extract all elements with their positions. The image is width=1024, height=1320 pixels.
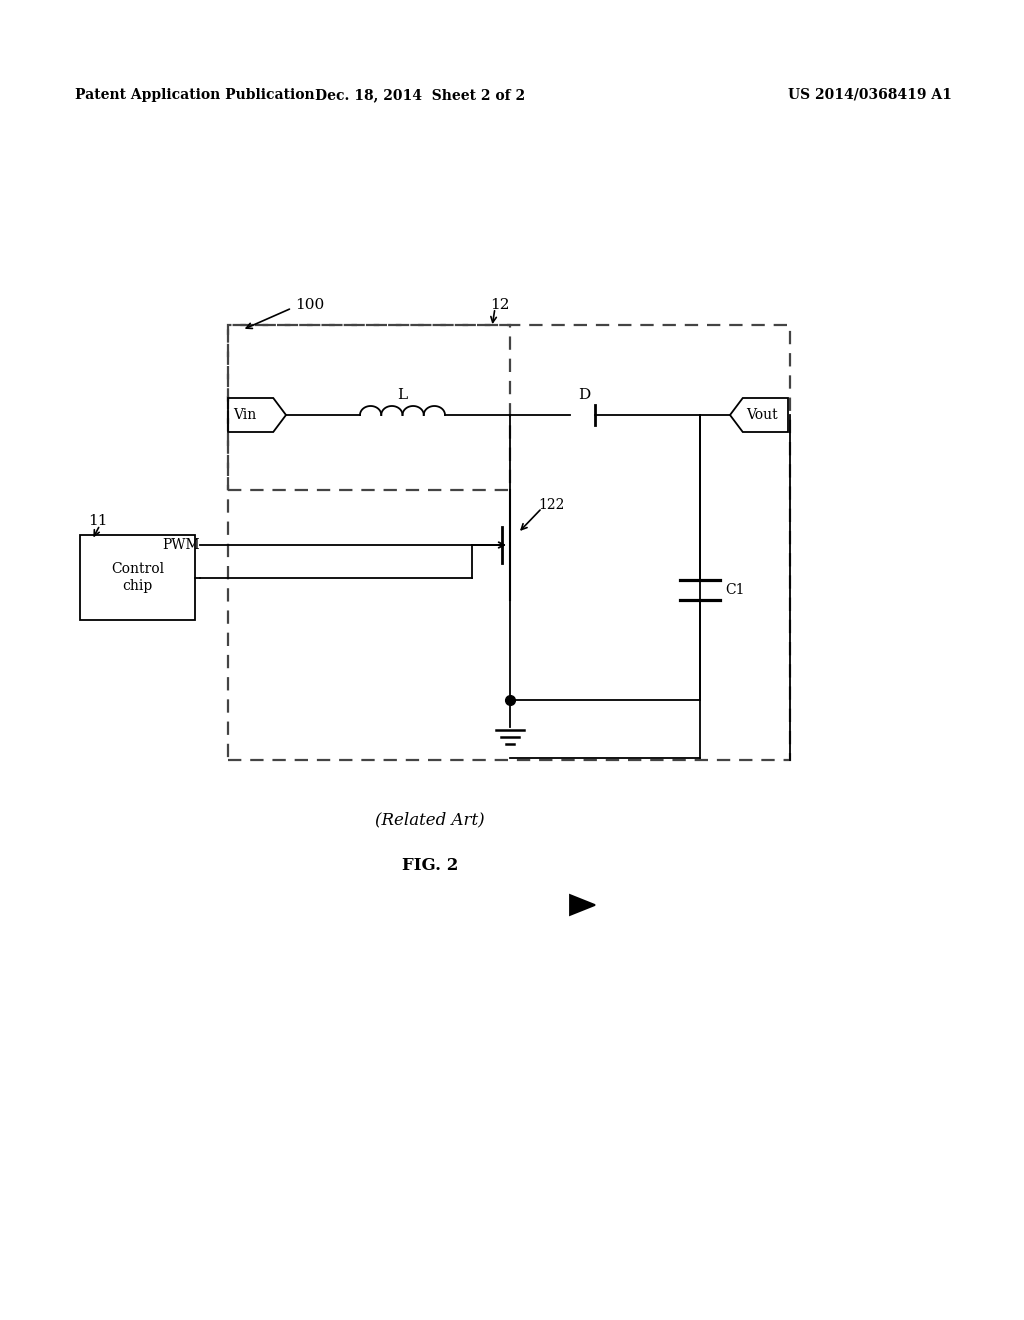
Text: Control
chip: Control chip <box>111 562 164 593</box>
Text: L: L <box>397 388 408 403</box>
Text: FIG. 2: FIG. 2 <box>401 857 458 874</box>
Text: C1: C1 <box>725 583 744 597</box>
Text: 122: 122 <box>538 498 564 512</box>
Text: 12: 12 <box>490 298 510 312</box>
Bar <box>228 325 510 490</box>
Text: US 2014/0368419 A1: US 2014/0368419 A1 <box>788 88 952 102</box>
Text: Vin: Vin <box>233 408 256 422</box>
Text: 100: 100 <box>295 298 325 312</box>
Text: Dec. 18, 2014  Sheet 2 of 2: Dec. 18, 2014 Sheet 2 of 2 <box>315 88 525 102</box>
Text: (Related Art): (Related Art) <box>375 812 484 829</box>
Bar <box>80 535 195 620</box>
Text: D: D <box>579 388 591 403</box>
Text: Patent Application Publication: Patent Application Publication <box>75 88 314 102</box>
Bar <box>228 325 790 760</box>
Text: 11: 11 <box>88 513 108 528</box>
Text: PWM: PWM <box>163 539 200 552</box>
Text: Vout: Vout <box>745 408 777 422</box>
Polygon shape <box>570 895 595 915</box>
